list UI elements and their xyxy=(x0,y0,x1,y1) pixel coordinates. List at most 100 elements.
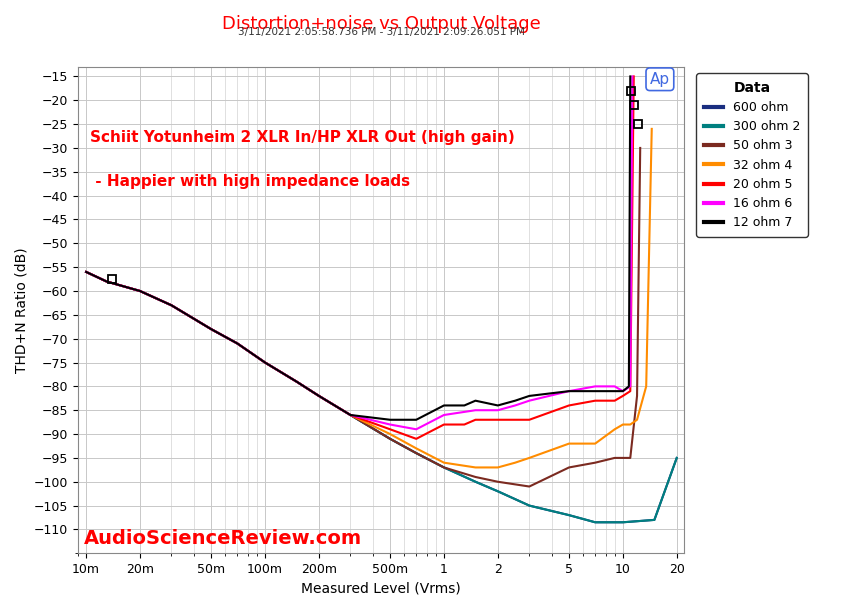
16 ohm 6 xyxy=(625,382,636,390)
32 ohm 4 xyxy=(313,392,324,399)
16 ohm 6 xyxy=(590,382,600,390)
600 ohm xyxy=(166,302,177,309)
20 ohm 5 xyxy=(510,416,520,423)
300 ohm 2 xyxy=(313,392,324,399)
16 ohm 6 xyxy=(313,392,324,399)
300 ohm 2 xyxy=(291,378,301,385)
12 ohm 7 xyxy=(439,402,449,409)
300 ohm 2 xyxy=(206,325,216,333)
Line: 300 ohm 2: 300 ohm 2 xyxy=(86,272,676,522)
32 ohm 4 xyxy=(135,288,145,295)
12 ohm 7 xyxy=(459,402,469,409)
50 ohm 3 xyxy=(101,278,112,285)
X-axis label: Measured Level (Vrms): Measured Level (Vrms) xyxy=(301,582,461,596)
16 ohm 6 xyxy=(411,426,422,433)
12 ohm 7 xyxy=(291,378,301,385)
Line: 20 ohm 5: 20 ohm 5 xyxy=(86,77,634,439)
600 ohm xyxy=(232,340,242,347)
300 ohm 2 xyxy=(135,288,145,295)
Text: Schiit Yotunheim 2 XLR In/HP XLR Out (high gain): Schiit Yotunheim 2 XLR In/HP XLR Out (hi… xyxy=(90,130,514,145)
12 ohm 7 xyxy=(135,288,145,295)
12 ohm 7 xyxy=(260,359,270,366)
20 ohm 5 xyxy=(81,268,91,275)
12 ohm 7 xyxy=(510,397,520,404)
Text: - Happier with high impedance loads: - Happier with high impedance loads xyxy=(90,174,410,189)
50 ohm 3 xyxy=(291,378,301,385)
20 ohm 5 xyxy=(459,421,469,428)
50 ohm 3 xyxy=(524,483,534,490)
600 ohm xyxy=(493,488,503,495)
50 ohm 3 xyxy=(411,449,422,457)
16 ohm 6 xyxy=(101,278,112,285)
20 ohm 5 xyxy=(411,435,422,443)
20 ohm 5 xyxy=(564,402,574,409)
12 ohm 7 xyxy=(206,325,216,333)
32 ohm 4 xyxy=(206,325,216,333)
Y-axis label: THD+N Ratio (dB): THD+N Ratio (dB) xyxy=(14,247,29,373)
12 ohm 7 xyxy=(470,397,481,404)
32 ohm 4 xyxy=(590,440,600,447)
12 ohm 7 xyxy=(610,387,620,395)
12 ohm 7 xyxy=(411,416,422,423)
32 ohm 4 xyxy=(617,421,628,428)
300 ohm 2 xyxy=(590,519,600,526)
32 ohm 4 xyxy=(291,378,301,385)
600 ohm xyxy=(524,502,534,510)
300 ohm 2 xyxy=(385,435,395,443)
12 ohm 7 xyxy=(81,268,91,275)
Text: 3/11/2021 2:05:58.736 PM - 3/11/2021 2:09:26.051 PM: 3/11/2021 2:05:58.736 PM - 3/11/2021 2:0… xyxy=(237,27,525,37)
12 ohm 7 xyxy=(313,392,324,399)
50 ohm 3 xyxy=(166,302,177,309)
50 ohm 3 xyxy=(610,454,620,461)
300 ohm 2 xyxy=(650,516,660,523)
600 ohm xyxy=(346,412,356,419)
20 ohm 5 xyxy=(232,340,242,347)
20 ohm 5 xyxy=(260,359,270,366)
20 ohm 5 xyxy=(610,397,620,404)
Text: AudioScienceReview.com: AudioScienceReview.com xyxy=(84,530,362,548)
16 ohm 6 xyxy=(439,412,449,419)
32 ohm 4 xyxy=(641,382,651,390)
32 ohm 4 xyxy=(101,278,112,285)
300 ohm 2 xyxy=(101,278,112,285)
16 ohm 6 xyxy=(232,340,242,347)
32 ohm 4 xyxy=(470,464,481,471)
32 ohm 4 xyxy=(411,444,422,452)
32 ohm 4 xyxy=(625,421,636,428)
20 ohm 5 xyxy=(439,421,449,428)
16 ohm 6 xyxy=(206,325,216,333)
32 ohm 4 xyxy=(610,426,620,433)
Line: 32 ohm 4: 32 ohm 4 xyxy=(86,129,652,468)
50 ohm 3 xyxy=(260,359,270,366)
20 ohm 5 xyxy=(524,416,534,423)
600 ohm xyxy=(470,478,481,485)
600 ohm xyxy=(260,359,270,366)
16 ohm 6 xyxy=(610,382,620,390)
12 ohm 7 xyxy=(232,340,242,347)
600 ohm xyxy=(564,511,574,519)
50 ohm 3 xyxy=(81,268,91,275)
300 ohm 2 xyxy=(524,502,534,510)
300 ohm 2 xyxy=(470,478,481,485)
600 ohm xyxy=(81,268,91,275)
20 ohm 5 xyxy=(135,288,145,295)
32 ohm 4 xyxy=(346,412,356,419)
300 ohm 2 xyxy=(493,488,503,495)
20 ohm 5 xyxy=(101,278,112,285)
50 ohm 3 xyxy=(346,412,356,419)
32 ohm 4 xyxy=(524,454,534,461)
50 ohm 3 xyxy=(493,478,503,485)
16 ohm 6 xyxy=(385,421,395,428)
20 ohm 5 xyxy=(470,416,481,423)
20 ohm 5 xyxy=(166,302,177,309)
300 ohm 2 xyxy=(346,412,356,419)
300 ohm 2 xyxy=(564,511,574,519)
300 ohm 2 xyxy=(166,302,177,309)
20 ohm 5 xyxy=(493,416,503,423)
32 ohm 4 xyxy=(647,125,657,133)
50 ohm 3 xyxy=(232,340,242,347)
50 ohm 3 xyxy=(635,144,645,151)
600 ohm xyxy=(617,519,628,526)
50 ohm 3 xyxy=(385,435,395,443)
16 ohm 6 xyxy=(564,387,574,395)
